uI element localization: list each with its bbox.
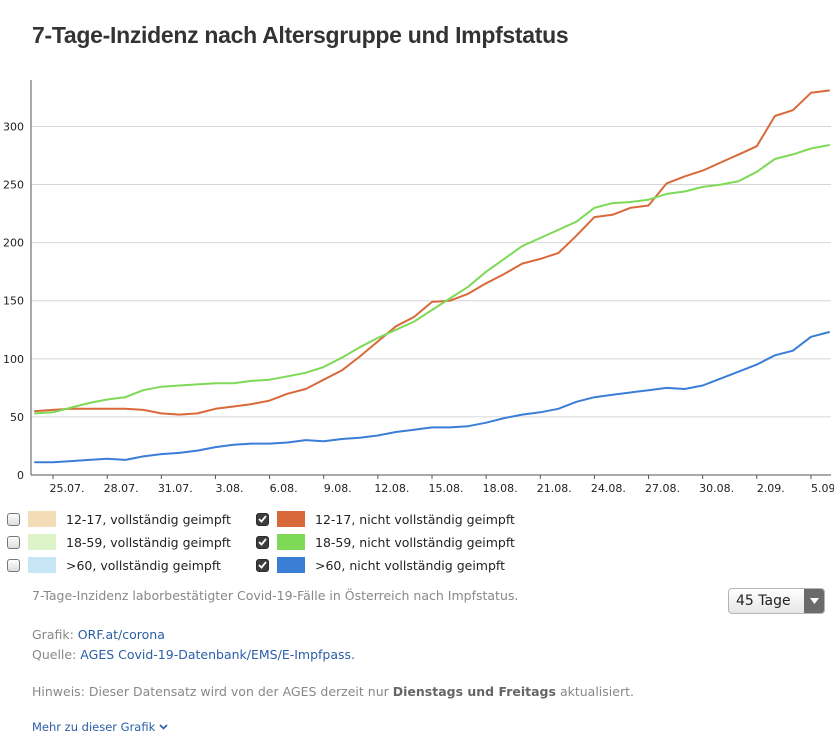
x-tick-label: 28.07. <box>104 482 139 495</box>
chart-title: 7-Tage-Inzidenz nach Altersgruppe und Im… <box>32 22 569 48</box>
chevron-down-icon <box>159 724 168 730</box>
legend-item[interactable]: 18-59, nicht vollständig geimpft <box>256 531 515 553</box>
x-tick-label: 27.08. <box>645 482 680 495</box>
x-tick-labels: 25.07. 28.07. 31.07. 3.08. 6.08. 9.08. 12.08. 1… <box>50 482 834 495</box>
x-tick-label: 6.08. <box>270 482 298 495</box>
legend-label: 12-17, vollständig geimpft <box>66 511 231 527</box>
update-hint: Hinweis: Dieser Datensatz wird von der A… <box>32 684 634 699</box>
checkmark-icon <box>258 561 267 569</box>
x-tick-label: 25.07. <box>50 482 85 495</box>
series-lines <box>34 89 830 464</box>
legend-swatch <box>28 557 56 573</box>
legend-swatch <box>277 557 305 573</box>
checkbox-checked[interactable] <box>256 535 269 549</box>
legend-label: 12-17, nicht vollständig geimpft <box>315 511 515 527</box>
legend-label: >60, nicht vollständig geimpft <box>315 557 505 573</box>
legend-swatch <box>277 511 305 527</box>
axes <box>30 80 831 479</box>
x-tick-label: 3.08. <box>215 482 243 495</box>
time-range-value: 45 Tage <box>736 593 791 609</box>
x-tick-label: 30.08. <box>699 482 734 495</box>
checkbox-checked[interactable] <box>256 512 269 526</box>
x-tick-label: 5.09. <box>811 482 834 495</box>
grafik-label: Grafik: <box>32 627 74 642</box>
legend-swatch <box>28 534 56 550</box>
x-tick-label: 12.08. <box>374 482 409 495</box>
chevron-down-icon[interactable] <box>804 589 824 613</box>
quelle-label: Quelle: <box>32 647 77 662</box>
y-tick-label: 50 <box>10 411 24 424</box>
line-chart: 0 50 100 150 200 250 300 25.07. 28.07. 31.07. 3.0… <box>3 80 834 495</box>
legend-item[interactable]: >60, vollständig geimpft <box>7 554 221 576</box>
legend-swatch <box>277 534 305 550</box>
x-tick-label: 21.08. <box>537 482 572 495</box>
checkbox[interactable] <box>7 558 20 572</box>
y-tick-label: 150 <box>3 295 24 308</box>
checkmark-icon <box>258 538 267 546</box>
legend-item[interactable]: 12-17, vollständig geimpft <box>7 508 231 530</box>
x-tick-label: 15.08. <box>429 482 464 495</box>
checkbox-checked[interactable] <box>256 558 269 572</box>
x-tick-label: 18.08. <box>483 482 518 495</box>
legend-item[interactable]: 12-17, nicht vollständig geimpft <box>256 508 515 530</box>
chart-description: 7-Tage-Inzidenz laborbestätigter Covid-1… <box>32 588 519 603</box>
y-tick-label: 200 <box>3 237 24 250</box>
legend-label: 18-59, nicht vollständig geimpft <box>315 534 515 550</box>
more-link-label: Mehr zu dieser Grafik <box>32 720 156 734</box>
legend-swatch <box>28 511 56 527</box>
legend-label: 18-59, vollständig geimpft <box>66 534 231 550</box>
hint-days: Dienstags und Freitags <box>392 684 556 699</box>
series-line <box>34 89 830 416</box>
legend-item[interactable]: >60, nicht vollständig geimpft <box>256 554 505 576</box>
time-range-select[interactable]: 45 Tage <box>728 588 825 614</box>
checkmark-icon <box>258 515 267 523</box>
y-tick-label: 300 <box>3 120 24 133</box>
y-tick-labels: 0 50 100 150 200 250 300 <box>3 120 24 482</box>
ages-source-link[interactable]: AGES Covid-19-Datenbank/EMS/E-Impfpass. <box>80 647 356 662</box>
legend-item[interactable]: 18-59, vollständig geimpft <box>7 531 231 553</box>
grid-lines <box>31 125 831 418</box>
checkbox[interactable] <box>7 512 20 526</box>
series-line <box>34 331 830 464</box>
hint-prefix: Hinweis: Dieser Datensatz wird von der A… <box>32 684 389 699</box>
source-credit: Quelle: AGES Covid-19-Datenbank/EMS/E-Im… <box>32 647 355 662</box>
y-tick-label: 0 <box>17 469 24 482</box>
y-tick-label: 250 <box>3 179 24 192</box>
x-tick-label: 24.08. <box>591 482 626 495</box>
legend-label: >60, vollständig geimpft <box>66 557 221 573</box>
orf-corona-link[interactable]: ORF.at/corona <box>77 627 165 642</box>
y-tick-label: 100 <box>3 353 24 366</box>
more-about-chart-link[interactable]: Mehr zu dieser Grafik <box>32 720 168 734</box>
grafik-credit: Grafik: ORF.at/corona <box>32 627 165 642</box>
x-tick-label: 9.08. <box>324 482 352 495</box>
checkbox[interactable] <box>7 535 20 549</box>
x-tick-label: 2.09. <box>757 482 785 495</box>
x-tick-label: 31.07. <box>158 482 193 495</box>
hint-suffix: aktualisiert. <box>559 684 634 699</box>
series-line <box>34 144 830 415</box>
